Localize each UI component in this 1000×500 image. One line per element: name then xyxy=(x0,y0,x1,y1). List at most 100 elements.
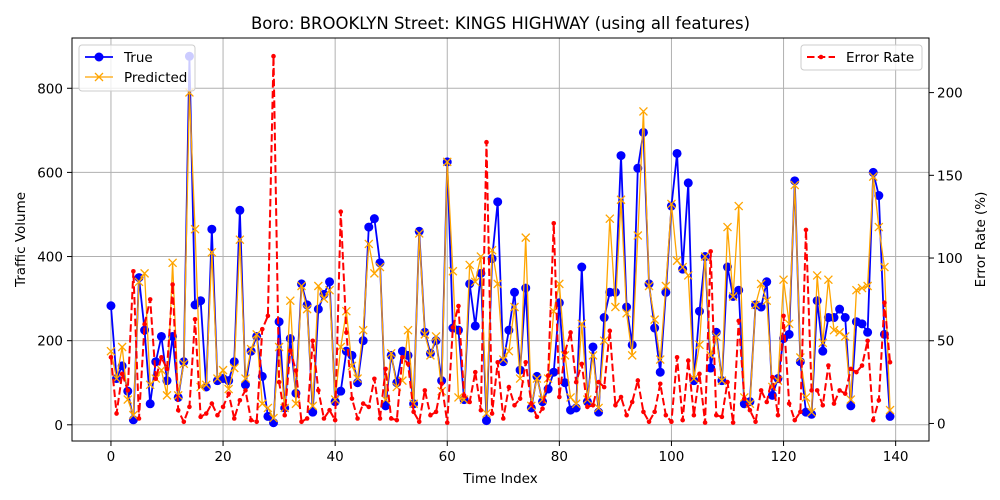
true-point xyxy=(868,167,878,177)
error-rate-point xyxy=(702,420,708,425)
true-point xyxy=(196,296,206,306)
error-rate-point xyxy=(422,388,428,393)
predicted-point xyxy=(510,302,519,312)
true-point xyxy=(840,313,850,323)
error-rate-point xyxy=(405,361,411,367)
error-rate-point xyxy=(175,407,181,413)
predicted-point xyxy=(835,327,845,337)
error-rate-point xyxy=(607,328,613,334)
error-rate-point xyxy=(685,358,691,363)
error-rate-point xyxy=(203,411,209,416)
error-rate-point xyxy=(859,363,865,368)
legend-box xyxy=(800,44,923,71)
predicted-point xyxy=(313,281,323,291)
error-rate-point xyxy=(164,366,170,372)
true-point xyxy=(481,416,491,426)
error-rate-point xyxy=(316,388,321,393)
error-rate-point xyxy=(551,220,557,226)
predicted-point xyxy=(812,271,822,280)
y2-tick-label: 50 xyxy=(937,334,954,350)
error-rate-point xyxy=(596,379,601,385)
error-rate-point xyxy=(691,412,697,418)
predicted-point xyxy=(156,365,166,375)
error-rate-point xyxy=(803,227,809,233)
error-rate-point xyxy=(601,384,607,390)
error-rate-point xyxy=(669,419,674,425)
predicted-point xyxy=(190,224,200,234)
predicted-point xyxy=(448,266,458,276)
predicted-point xyxy=(678,262,688,272)
true-point xyxy=(336,386,346,396)
error-rate-point xyxy=(646,419,652,425)
x-tick-label: 140 xyxy=(883,449,909,465)
error-rate-point xyxy=(472,369,478,375)
true-point xyxy=(274,317,284,327)
error-rate-point xyxy=(338,209,344,215)
error-rate-point xyxy=(388,416,394,421)
predicted-point xyxy=(353,374,363,383)
y2-axis-ticks: 0 50 100 150 200 xyxy=(929,86,963,432)
error-rate-point xyxy=(568,330,573,335)
predicted-point xyxy=(734,201,744,211)
error-rate-point xyxy=(842,391,848,396)
predicted-point xyxy=(285,296,295,306)
predicted-point xyxy=(308,401,318,411)
error-rate-point xyxy=(461,393,467,398)
true-point xyxy=(577,262,587,272)
error-rate-point xyxy=(809,388,814,393)
predicted-point xyxy=(134,277,144,287)
predicted-point xyxy=(246,344,256,354)
error-rate-line xyxy=(109,55,892,424)
error-rate-point xyxy=(125,388,131,393)
error-rate-point xyxy=(226,391,231,396)
predicted-point xyxy=(695,340,704,350)
true-point xyxy=(672,148,682,158)
legend-label-predicted: Predicted xyxy=(124,70,187,86)
error-rate-point xyxy=(529,401,534,406)
error-rate-point xyxy=(770,374,775,380)
x-tick-label: 120 xyxy=(771,449,797,465)
predicted-point xyxy=(504,346,514,356)
error-rate-point xyxy=(119,371,125,377)
predicted-point xyxy=(784,319,794,329)
error-rate-point xyxy=(271,53,276,59)
true-point xyxy=(521,283,531,293)
error-rate-point xyxy=(512,402,517,408)
predicted-point xyxy=(218,365,228,375)
error-rate-point xyxy=(887,359,893,365)
predicted-point xyxy=(162,390,172,400)
predicted-point xyxy=(291,399,301,409)
predicted-point xyxy=(661,281,671,291)
error-rate-point xyxy=(708,249,713,254)
error-rate-point xyxy=(377,416,383,421)
error-rate-point xyxy=(131,268,136,274)
predicted-point xyxy=(829,325,839,335)
legend-marker-sample xyxy=(94,72,104,82)
error-rate-point xyxy=(170,282,175,287)
error-rate-point xyxy=(753,419,758,425)
predicted-point xyxy=(650,315,660,325)
y2-axis-label: Error Rate (%) xyxy=(973,192,989,288)
predicted-point xyxy=(638,106,648,116)
legend-label-true: True xyxy=(123,50,153,66)
predicted-point xyxy=(106,346,116,356)
predicted-point xyxy=(179,359,189,369)
error-rate-point xyxy=(360,401,366,406)
true-point xyxy=(207,224,217,234)
predicted-point xyxy=(790,180,800,190)
x-axis-label: Time Index xyxy=(462,471,538,487)
error-rate-point xyxy=(142,321,147,327)
predicted-point xyxy=(633,231,643,240)
error-rate-point xyxy=(243,388,248,393)
predicted-point xyxy=(851,285,861,295)
error-rate-point xyxy=(136,416,142,421)
true-point xyxy=(790,176,800,186)
error-rate-point xyxy=(332,417,338,423)
error-rate-point xyxy=(411,409,416,415)
error-rate-point xyxy=(439,381,444,387)
error-rate-point xyxy=(545,373,551,378)
error-rate-point xyxy=(259,326,265,332)
true-point xyxy=(594,407,604,417)
true-point xyxy=(369,214,379,224)
predicted-point xyxy=(605,214,615,224)
